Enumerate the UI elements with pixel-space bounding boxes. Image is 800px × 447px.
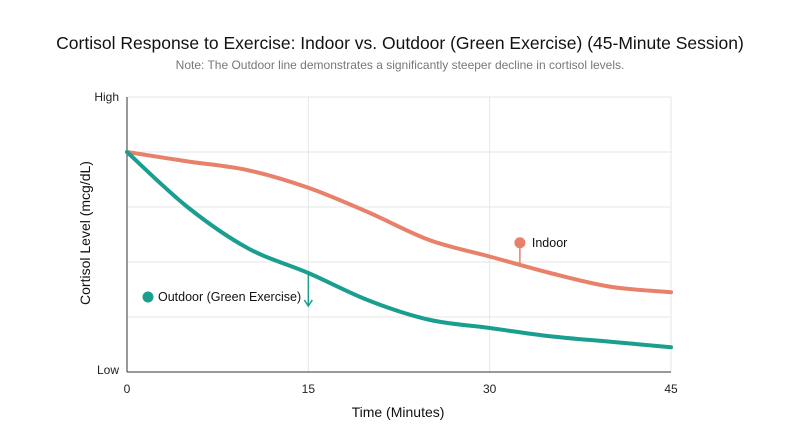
y-tick-label-high: High	[94, 90, 119, 104]
series-line-indoor	[125, 150, 673, 295]
x-tick-label: 0	[124, 382, 131, 396]
annotations: Indoor Outdoor (Green Exercise)	[142, 236, 567, 308]
chart-title: Cortisol Response to Exercise: Indoor vs…	[56, 33, 744, 53]
x-tick-label: 30	[483, 382, 497, 396]
grid-lines	[126, 96, 672, 373]
x-tick-label: 45	[664, 382, 678, 396]
outdoor-annotation-arrowhead	[303, 299, 313, 308]
chart-subtitle: Note: The Outdoor line demonstrates a si…	[175, 58, 625, 72]
y-tick-label-low: Low	[97, 363, 119, 377]
x-tick-label: 15	[302, 382, 316, 396]
outdoor-annotation-label: Outdoor (Green Exercise)	[158, 290, 301, 304]
series-line-outdoor-green-exercise	[125, 150, 673, 350]
x-axis-label: Time (Minutes)	[352, 404, 445, 420]
indoor-annotation-marker	[514, 237, 526, 249]
tick-labels: 0 15 30 45 High Low	[94, 90, 678, 396]
indoor-annotation-label: Indoor	[532, 236, 567, 250]
series-lines	[125, 150, 673, 350]
y-axis-label: Cortisol Level (mcg/dL)	[77, 161, 93, 305]
outdoor-annotation-marker	[142, 291, 154, 303]
axes	[126, 97, 671, 373]
